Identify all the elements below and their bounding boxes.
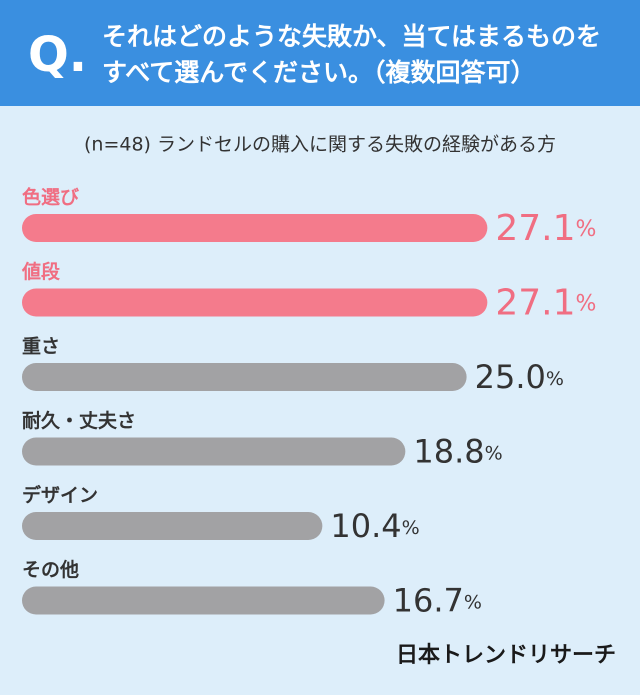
value-label: 25.0% [475, 358, 564, 396]
value-label: 27.1% [495, 283, 596, 324]
category-label: 耐久・丈夫さ [22, 409, 136, 432]
source: 日本トレンドリサーチ [396, 643, 616, 668]
bar [22, 512, 323, 540]
chart-subtitle: (n=48) ランドセルの購入に関する失敗の経験がある方 [84, 134, 556, 156]
bar [22, 437, 406, 466]
question-mark: Q. [28, 27, 87, 83]
category-label: 色選び [22, 186, 79, 209]
value-label: 27.1% [495, 208, 596, 249]
value-label: 18.8% [413, 433, 502, 471]
category-label: 値段 [21, 260, 61, 283]
category-label: その他 [22, 558, 79, 581]
chart-title: それはどのような失敗か、当てはまるものを [102, 22, 601, 51]
bar [22, 363, 467, 391]
chart-title: すべて選んでください。（複数回答可） [102, 58, 536, 87]
value-label: 10.4% [330, 507, 419, 545]
value-label: 16.7% [393, 582, 482, 620]
category-label: 重さ [22, 336, 60, 358]
bar [22, 288, 488, 317]
header-band [0, 0, 640, 106]
bar [22, 214, 488, 242]
category-label: デザイン [22, 484, 98, 507]
bar [22, 586, 385, 615]
